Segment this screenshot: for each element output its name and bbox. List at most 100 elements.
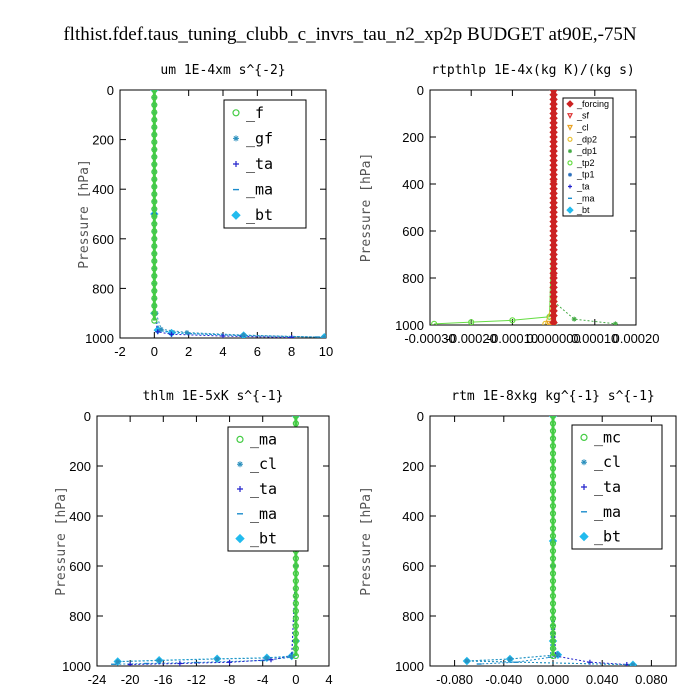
data-point-mc <box>549 540 557 547</box>
data-point-tp2 <box>468 319 475 325</box>
data-point-f <box>151 138 158 146</box>
y-tick-label: 1000 <box>85 331 114 346</box>
data-point-ma <box>292 600 299 607</box>
data-point-mc <box>549 607 557 615</box>
x-tick-label: 10 <box>319 344 333 359</box>
data-point-ma <box>292 577 299 585</box>
y-tick-label: 1000 <box>395 318 424 333</box>
data-point-mc <box>549 450 557 457</box>
data-point-f <box>151 183 158 190</box>
data-point-gf <box>158 326 164 332</box>
legend-label: _ma <box>250 430 277 448</box>
legend-label: _ta <box>576 182 590 192</box>
legend-label: _bt <box>594 528 621 546</box>
data-point-mc <box>549 510 557 517</box>
data-point-tp2 <box>509 317 516 324</box>
data-point-f <box>151 161 158 168</box>
data-point-tp2 <box>431 320 438 325</box>
data-point-mc <box>549 645 557 652</box>
legend-marker-cl <box>567 124 573 131</box>
data-point-mc <box>549 585 557 592</box>
legend-label: _bt <box>576 205 590 215</box>
y-tick-label: 600 <box>92 232 114 247</box>
legend: _ma _cl _ta _ma _bt <box>227 426 309 552</box>
y-tick-label: 0 <box>84 409 91 424</box>
data-point-f <box>151 109 158 116</box>
y-tick-label: 800 <box>402 609 424 624</box>
data-point-forcing <box>549 318 558 325</box>
legend-marker-bt <box>235 533 245 544</box>
legend-marker-tp2 <box>567 160 573 166</box>
data-point-gf <box>184 330 190 336</box>
data-point-cl <box>507 656 513 662</box>
y-tick-label: 600 <box>402 559 424 574</box>
legend-label: _cl <box>250 455 277 473</box>
data-point-f <box>151 176 158 183</box>
data-point-f <box>151 94 158 101</box>
y-tick-label: 200 <box>402 459 424 474</box>
data-point-f <box>151 213 158 220</box>
x-tick-label: 2 <box>185 344 192 359</box>
panel-title: thlm 1E-5xK s^{-1} <box>143 389 284 404</box>
legend-marker-ta <box>568 184 572 189</box>
legend-label: _sf <box>576 111 590 121</box>
data-point-f <box>151 168 158 175</box>
y-tick-label: 200 <box>69 459 91 474</box>
data-point-ta <box>177 661 183 666</box>
data-point-mc <box>549 570 557 577</box>
data-point-f <box>151 250 158 257</box>
data-point-mc <box>549 435 557 442</box>
series-group <box>150 90 326 338</box>
data-point-mc <box>549 420 557 427</box>
data-point-mc <box>549 615 557 622</box>
x-tick-label: 4 <box>325 672 332 687</box>
data-point-f <box>151 317 158 324</box>
legend-label: _dp2 <box>576 134 597 144</box>
x-tick-label: -24 <box>88 672 107 687</box>
x-tick-label: 0.000 <box>537 672 570 687</box>
data-point-mc <box>549 416 557 420</box>
data-point-ta <box>227 659 233 665</box>
legend-label: _ta <box>250 480 277 498</box>
data-point-mc <box>549 622 557 630</box>
data-point-f <box>151 302 158 309</box>
data-point-dp1 <box>571 316 577 322</box>
data-point-ma <box>292 622 299 630</box>
x-tick-label: -4 <box>257 672 269 687</box>
data-point-cl <box>630 662 636 666</box>
legend-marker-cl <box>237 461 243 468</box>
chart-panel-2: rtpthlp 1E-4x(kg K)/(kg s) Pressure [hPa]… <box>359 63 660 346</box>
panel-title: rtm 1E-8xkg kg^{-1} s^{-1} <box>451 389 655 404</box>
data-point-mc <box>549 592 557 600</box>
data-point-f <box>151 146 158 153</box>
data-point-gf <box>153 310 159 316</box>
series-group <box>462 416 638 666</box>
data-point-cl <box>264 655 270 661</box>
data-point-ma <box>292 652 299 660</box>
data-point-f <box>151 280 158 287</box>
legend-label: _tp1 <box>576 170 595 180</box>
data-point-mc <box>549 502 557 510</box>
y-axis-label: Pressure [hPa] <box>77 159 92 269</box>
x-tick-label: 0.00020 <box>613 331 660 346</box>
legend-marker-f <box>232 109 240 117</box>
data-point-gf <box>321 334 326 338</box>
legend-marker-dp2 <box>567 136 573 142</box>
legend-label: _ma <box>576 193 595 203</box>
data-point-f <box>151 228 158 235</box>
x-tick-label: 0.040 <box>586 672 619 687</box>
data-point-ta <box>169 331 174 337</box>
y-tick-label: 800 <box>402 271 424 286</box>
y-tick-label: 400 <box>402 509 424 524</box>
plot-frame <box>429 89 637 326</box>
x-tick-label: -0.080 <box>436 672 473 687</box>
data-point-cl <box>555 652 561 658</box>
legend-marker-bt <box>579 531 589 542</box>
legend-label: _ta <box>594 478 621 496</box>
data-point-ma <box>292 585 299 592</box>
data-point-f <box>151 235 158 242</box>
data-point-ma <box>292 615 299 622</box>
legend-label: _cl <box>576 123 589 133</box>
data-point-ma <box>292 630 299 637</box>
